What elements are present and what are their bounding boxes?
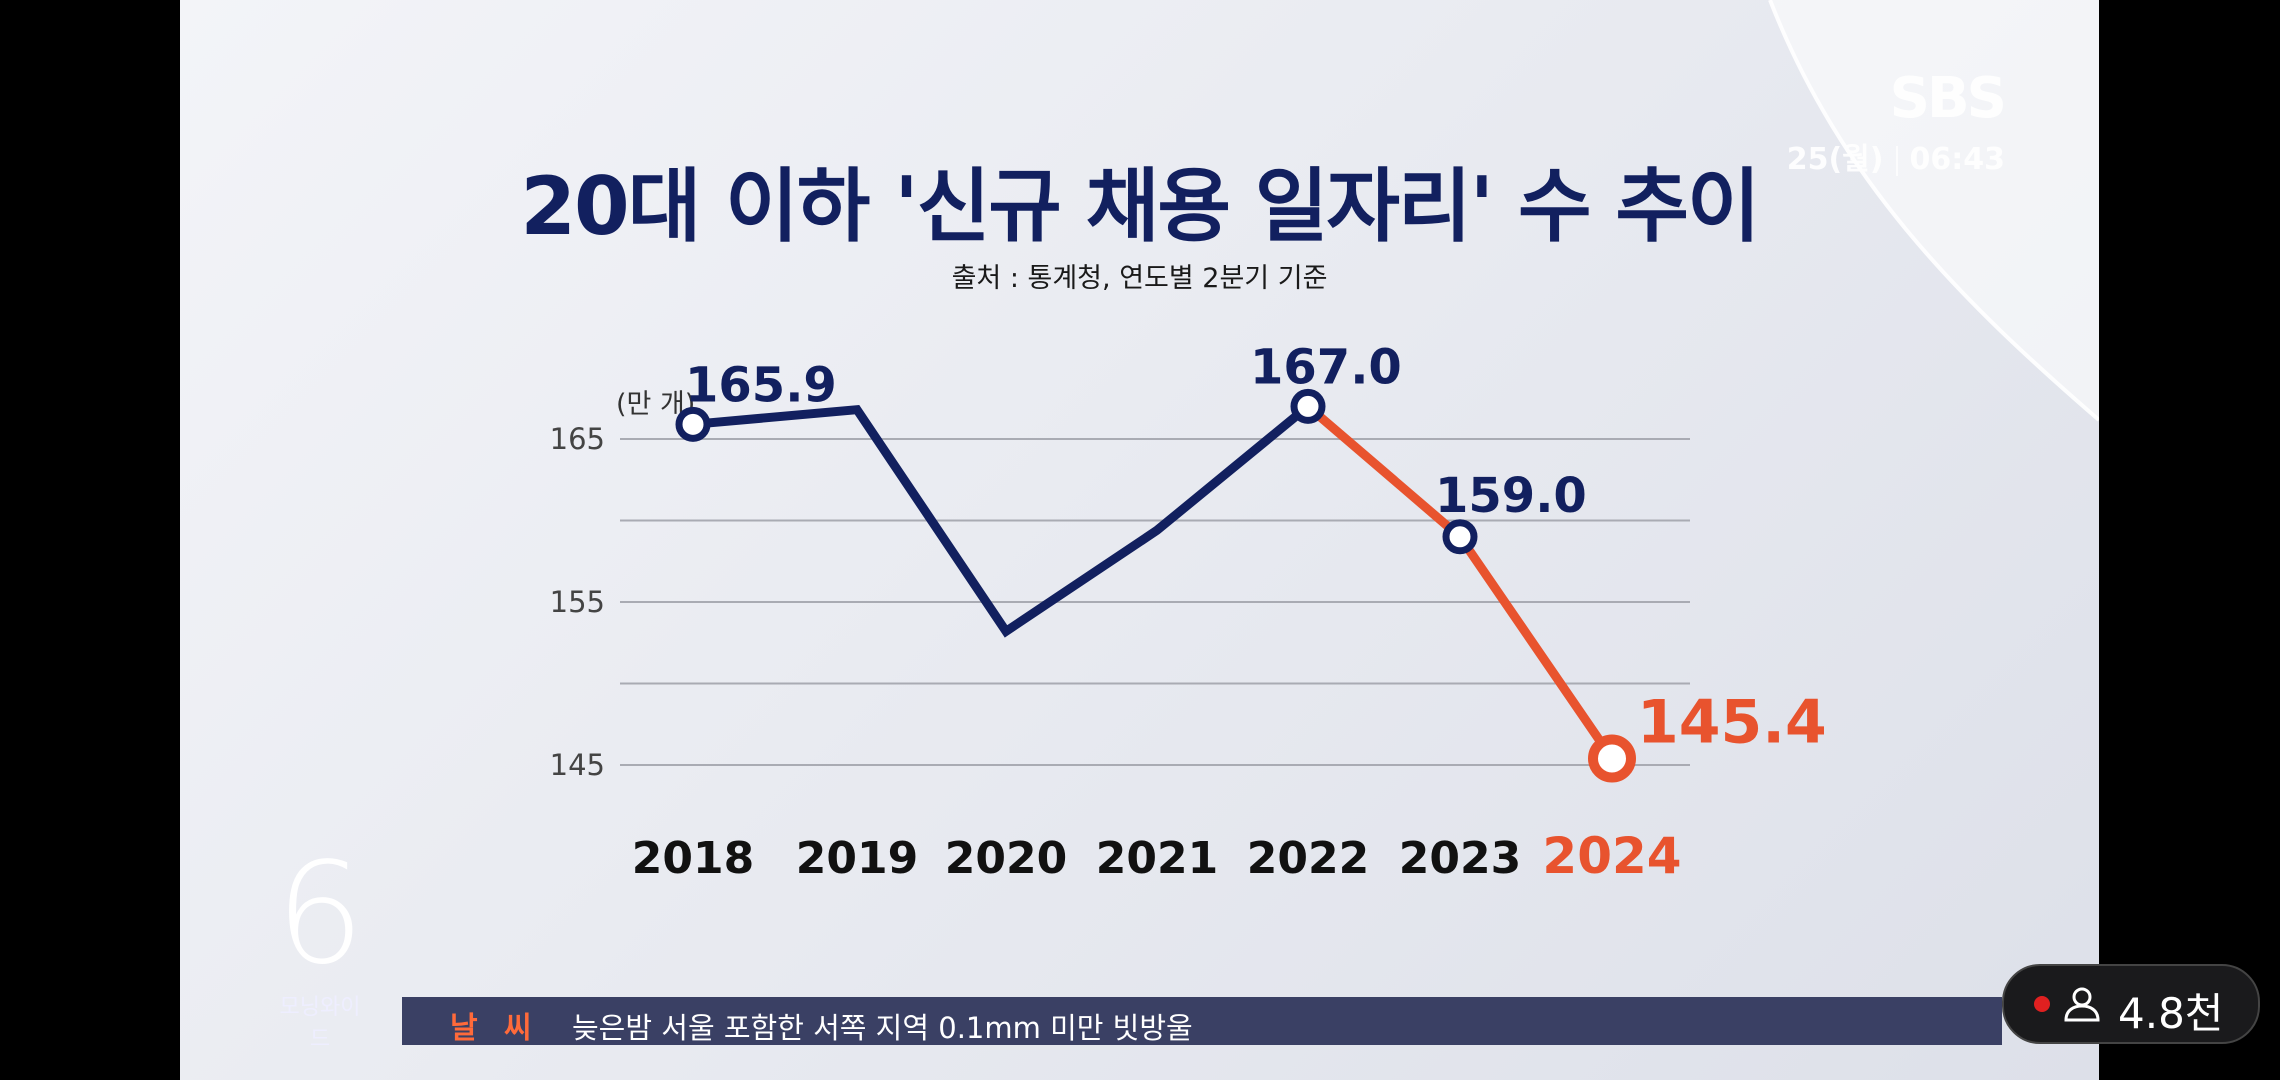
x-tick-label: 2023 [1399,833,1521,884]
program-logo: 6 모닝와이드 [270,845,370,1053]
ticker-text: 늦은밤 서울 포함한 서쪽 지역 0.1mm 미만 빗방울 [572,1011,1193,1045]
broadcast-time: 06:43 [1909,142,2006,177]
viewer-count-badge[interactable]: 4.8천 [2002,964,2260,1044]
chart-slide: SBS 25(월) 06:43 20대 이하 '신규 채용 일자리' 수 추이 출… [180,0,2099,1080]
background-swoosh [1768,0,2099,422]
x-tick-label: 2024 [1542,827,1681,885]
data-point-marker [675,406,711,442]
y-tick-label: 145 [550,748,605,782]
x-tick-label: 2019 [796,833,918,884]
broadcast-datetime: 25(월) 06:43 [1787,134,2005,178]
live-dot-icon [2034,996,2050,1012]
x-tick-label: 2018 [632,833,754,884]
data-label: 165.9 [685,357,837,413]
broadcast-date: 25(월) [1786,142,1884,177]
chart-subtitle: 출처 : 통계청, 연도별 2분기 기준 [951,263,1328,294]
data-label: 167.0 [1250,339,1402,395]
x-tick-label: 2020 [945,833,1067,884]
x-tick-label: 2022 [1247,833,1369,884]
data-label: 145.4 [1637,687,1827,757]
data-point-marker [1290,388,1326,424]
data-label: 159.0 [1435,468,1587,524]
ticker-category: 날 씨 [450,1011,540,1046]
series-line [692,402,1311,638]
data-point-marker [1442,519,1478,555]
y-tick-label: 155 [550,585,605,619]
person-icon [2064,987,2100,1022]
broadcaster-logo: SBS [1889,66,2007,131]
y-tick-label: 165 [550,422,605,456]
viewer-count: 4.8천 [2118,989,2224,1038]
news-ticker: 날 씨 늦은밤 서울 포함한 서쪽 지역 0.1mm 미만 빗방울 [402,997,2002,1046]
x-tick-label: 2021 [1096,833,1218,884]
data-point-marker [1588,734,1636,783]
series-line-highlight [1305,402,1616,762]
chart-title: 20대 이하 '신규 채용 일자리' 수 추이 [520,160,1760,253]
datetime-divider [1895,145,1898,176]
program-name: 모닝와이드 [279,995,361,1052]
program-number: 6 [275,833,365,996]
